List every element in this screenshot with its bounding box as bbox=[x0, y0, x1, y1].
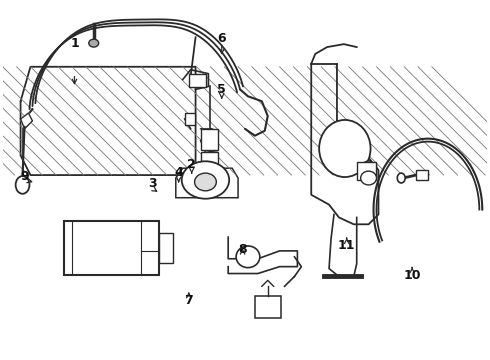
Ellipse shape bbox=[319, 120, 370, 177]
Ellipse shape bbox=[195, 173, 216, 191]
FancyBboxPatch shape bbox=[255, 296, 281, 318]
Polygon shape bbox=[176, 168, 238, 198]
Text: 7: 7 bbox=[184, 294, 193, 307]
FancyBboxPatch shape bbox=[200, 152, 219, 166]
Text: 10: 10 bbox=[403, 269, 421, 282]
FancyBboxPatch shape bbox=[64, 221, 159, 275]
FancyBboxPatch shape bbox=[416, 170, 428, 180]
Ellipse shape bbox=[182, 161, 229, 199]
FancyBboxPatch shape bbox=[189, 74, 206, 87]
Text: 3: 3 bbox=[148, 177, 157, 190]
Ellipse shape bbox=[397, 173, 405, 183]
FancyBboxPatch shape bbox=[200, 129, 219, 150]
Text: 1: 1 bbox=[70, 37, 79, 50]
Ellipse shape bbox=[361, 171, 376, 185]
Text: 5: 5 bbox=[218, 83, 226, 96]
FancyBboxPatch shape bbox=[357, 162, 376, 180]
Text: 2: 2 bbox=[187, 158, 196, 171]
Text: 8: 8 bbox=[238, 243, 247, 256]
Ellipse shape bbox=[236, 246, 260, 267]
Text: 4: 4 bbox=[174, 166, 183, 179]
FancyBboxPatch shape bbox=[159, 233, 173, 263]
Text: 9: 9 bbox=[21, 170, 29, 183]
FancyBboxPatch shape bbox=[185, 113, 195, 125]
Ellipse shape bbox=[16, 176, 29, 194]
Text: 6: 6 bbox=[218, 32, 226, 45]
Polygon shape bbox=[21, 113, 32, 129]
Ellipse shape bbox=[89, 39, 98, 47]
Text: 11: 11 bbox=[338, 239, 355, 252]
